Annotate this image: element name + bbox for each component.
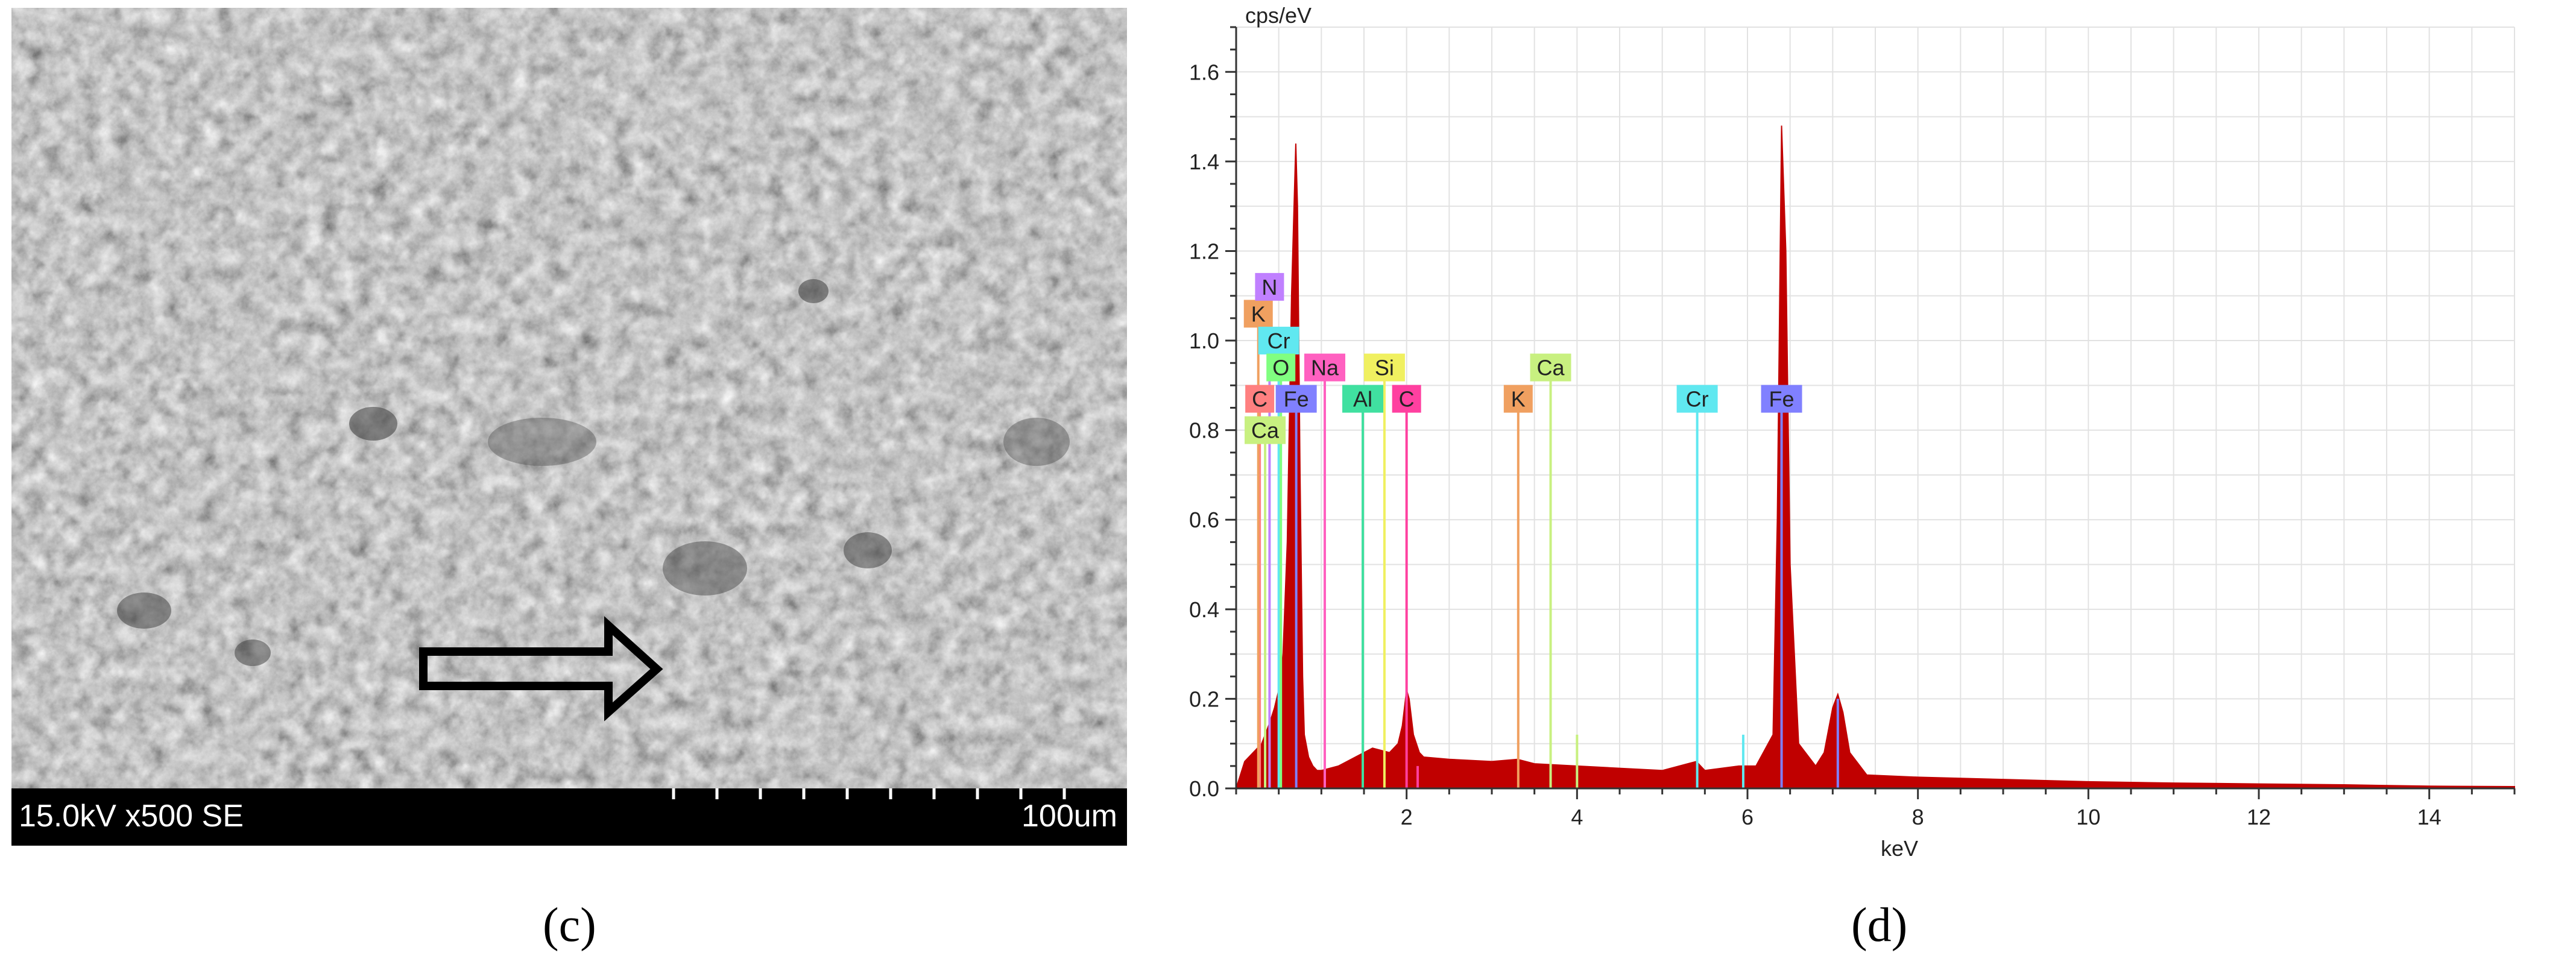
panel-label-d: (d) [1851, 899, 1908, 952]
element-label: Cr [1267, 329, 1290, 353]
element-label: C [1252, 387, 1267, 412]
element-label: O [1272, 356, 1289, 380]
sem-micrograph-panel: 15.0kV x500 SE 100um [11, 8, 1127, 846]
element-label-box [1530, 353, 1571, 382]
element-label-box [1275, 385, 1317, 413]
element-label: Ca [1537, 356, 1565, 380]
element-label-box [1503, 385, 1533, 413]
y-tick-label: 0.2 [1189, 687, 1219, 711]
element-label: Na [1311, 356, 1339, 380]
element-label-box [1342, 385, 1384, 413]
element-label-box [1255, 272, 1284, 301]
element-label: K [1251, 301, 1266, 326]
element-label-box [1392, 385, 1421, 413]
element-label: Ca [1251, 418, 1280, 443]
element-label-box [1245, 416, 1286, 444]
scale-bar-ticks [672, 788, 1066, 799]
y-tick-label: 1.4 [1189, 149, 1219, 174]
eds-spectrum-chart: 2 4 6 8 10 12 140.00.20.40.60.81.01.21.41.6 CC… [1189, 3, 2516, 861]
sem-acquisition-params: 15.0kV x500 SE [19, 799, 244, 834]
x-tick-label: 6 [1741, 805, 1754, 829]
element-label: Al [1353, 387, 1372, 412]
sem-scale-label: 100um [1021, 799, 1117, 834]
y-tick-label: 0.8 [1189, 418, 1219, 443]
x-tick-label: 8 [1912, 805, 1924, 829]
x-tick-label: 14 [2417, 805, 2442, 829]
y-tick-label: 0.6 [1189, 508, 1219, 532]
element-label-box [1266, 353, 1296, 382]
y-tick-label: 0.4 [1189, 597, 1219, 622]
x-tick-label: 12 [2247, 805, 2271, 829]
arrow-icon [419, 616, 663, 722]
y-tick-label: 1.2 [1189, 239, 1219, 263]
element-label: Cr [1686, 387, 1709, 412]
x-tick-label: 4 [1571, 805, 1583, 829]
y-tick-label: 1.6 [1189, 60, 1219, 84]
element-label: N [1261, 275, 1277, 300]
x-tick-label: 10 [2076, 805, 2100, 829]
spectrum-area [1235, 125, 2515, 789]
element-label: Si [1375, 356, 1394, 380]
chart-ticks: 2 4 6 8 10 12 14 0.0 0.2 0.4 0.6 0.8 1.0 1.2 1.4 1.6 [1189, 26, 2516, 829]
x-tick-label: 2 [1401, 805, 1413, 829]
x-axis-label: keV [1881, 836, 1918, 861]
element-label-box [1258, 327, 1299, 355]
spectrum-area-layer [1235, 125, 2515, 789]
element-label: Fe [1769, 387, 1795, 412]
element-label-box [1676, 385, 1718, 413]
panel-label-c: (c) [543, 899, 596, 952]
element-label-box [1245, 385, 1275, 413]
element-label: C [1399, 387, 1415, 412]
element-label-box [1363, 353, 1405, 382]
element-label-box [1304, 353, 1345, 382]
element-label: Fe [1284, 387, 1309, 412]
sem-data-bar: 15.0kV x500 SE 100um [11, 788, 1127, 846]
element-label-box [1243, 300, 1273, 328]
element-label-box [1761, 385, 1802, 413]
y-axis-label: cps/eV [1245, 3, 1312, 28]
y-tick-label: 1.0 [1189, 329, 1219, 353]
y-tick-label: 0.0 [1189, 776, 1219, 801]
sem-micrograph-image [11, 8, 1127, 788]
element-label: K [1511, 387, 1526, 412]
chart-grid [1236, 27, 2515, 789]
